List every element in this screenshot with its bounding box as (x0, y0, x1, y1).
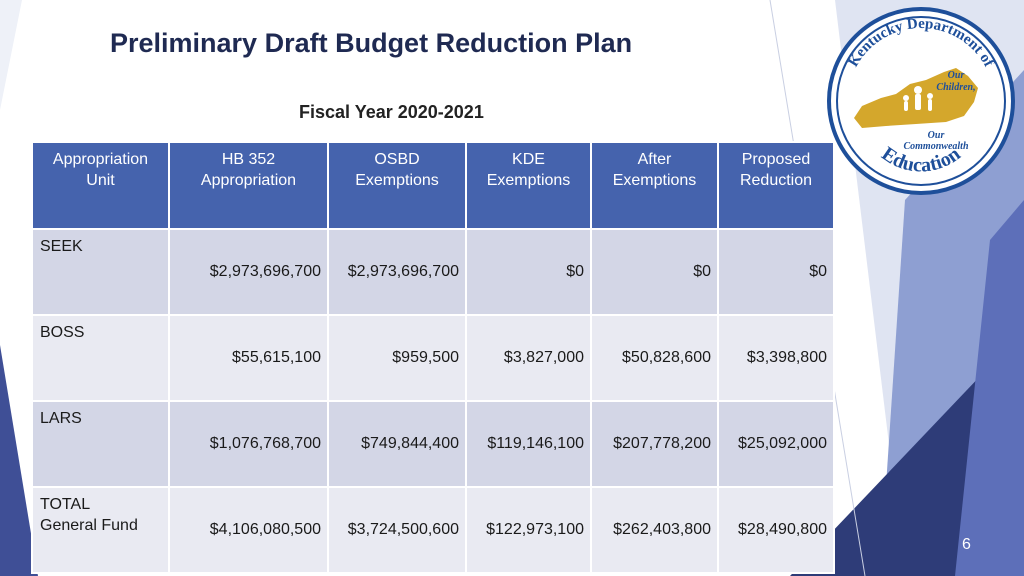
cell-value: $4,106,080,500 (168, 486, 329, 574)
cell-value: $1,076,768,700 (168, 400, 329, 488)
cell-value: $50,828,600 (590, 314, 719, 402)
table-row: LARS $1,076,768,700 $749,844,400 $119,14… (31, 400, 835, 488)
logo-inner-text-our: Our (948, 70, 965, 81)
header-hb352-appropriation: HB 352 Appropriation (168, 141, 329, 230)
header-proposed-reduction: Proposed Reduction (717, 141, 835, 230)
logo-inner-text-children: Children, (936, 82, 975, 93)
cell-value: $122,973,100 (465, 486, 592, 574)
kde-logo: Kentucky Department of Education Our Chi… (827, 7, 1015, 195)
table-row-total: TOTAL General Fund $4,106,080,500 $3,724,… (31, 486, 835, 574)
cell-value: $0 (717, 228, 835, 316)
logo-inner-text-commonwealth: Commonwealth (903, 141, 968, 152)
cell-value: $2,973,696,700 (168, 228, 329, 316)
decor-shape-bottom-left (0, 345, 38, 576)
decor-shape-accent (955, 200, 1024, 576)
slide-subtitle: Fiscal Year 2020-2021 (299, 102, 484, 122)
slide-title: Preliminary Draft Budget Reduction Plan (110, 28, 633, 58)
cell-value: $262,403,800 (590, 486, 719, 574)
table-row: BOSS $55,615,100 $959,500 $3,827,000 $50… (31, 314, 835, 402)
cell-value: $3,827,000 (465, 314, 592, 402)
page-number: 6 (962, 536, 971, 553)
cell-value: $2,973,696,700 (327, 228, 467, 316)
table-header-row: Appropriation Unit HB 352 Appropriation OS… (31, 141, 835, 230)
cell-value: $25,092,000 (717, 400, 835, 488)
row-unit-label: TOTAL General Fund (31, 486, 170, 574)
cell-value: $55,615,100 (168, 314, 329, 402)
row-unit-label: BOSS (31, 314, 170, 402)
cell-value: $207,778,200 (590, 400, 719, 488)
cell-value: $3,724,500,600 (327, 486, 467, 574)
cell-value: $119,146,100 (465, 400, 592, 488)
cell-value: $749,844,400 (327, 400, 467, 488)
table-row: SEEK $2,973,696,700 $2,973,696,700 $0 $0… (31, 228, 835, 316)
cell-value: $3,398,800 (717, 314, 835, 402)
cell-value: $0 (590, 228, 719, 316)
budget-table: Appropriation Unit HB 352 Appropriation OS… (31, 141, 835, 574)
row-unit-label: SEEK (31, 228, 170, 316)
decor-shape-top-left (0, 0, 22, 110)
header-after-exemptions: After Exemptions (590, 141, 719, 230)
cell-value: $28,490,800 (717, 486, 835, 574)
header-osbd-exemptions: OSBD Exemptions (327, 141, 467, 230)
header-kde-exemptions: KDE Exemptions (465, 141, 592, 230)
children-silhouette-icon (903, 86, 933, 111)
cell-value: $0 (465, 228, 592, 316)
logo-inner-text-our-2: Our (928, 130, 945, 141)
header-appropriation-unit: Appropriation Unit (31, 141, 170, 230)
row-unit-label: LARS (31, 400, 170, 488)
cell-value: $959,500 (327, 314, 467, 402)
